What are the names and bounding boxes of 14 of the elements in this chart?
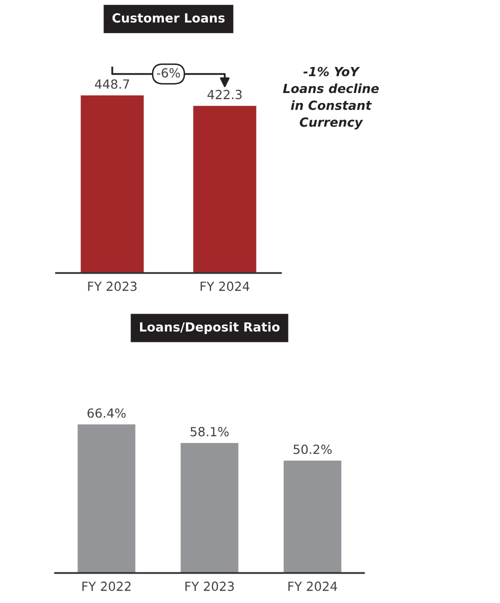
x-tick-label: FY 2023 bbox=[185, 582, 234, 592]
x-tick-label: FY 2023 bbox=[88, 282, 137, 292]
data-label: 66.4% bbox=[88, 408, 126, 418]
data-label: 422.3 bbox=[207, 90, 242, 100]
x-tick-label: FY 2024 bbox=[288, 582, 338, 592]
data-label: 50.2% bbox=[294, 444, 332, 454]
chart-title: Customer Loans bbox=[112, 13, 225, 23]
data-label: 448.7 bbox=[94, 79, 130, 89]
text: -6% bbox=[156, 68, 180, 78]
x-tick-label: FY 2022 bbox=[82, 582, 131, 592]
text: -1% YoY Loans decline in Constant Currency bbox=[283, 66, 379, 130]
data-label: 58.1% bbox=[190, 426, 229, 436]
chart-title: Loans/Deposit Ratio bbox=[140, 322, 280, 334]
x-tick-label: FY 2024 bbox=[200, 282, 250, 292]
